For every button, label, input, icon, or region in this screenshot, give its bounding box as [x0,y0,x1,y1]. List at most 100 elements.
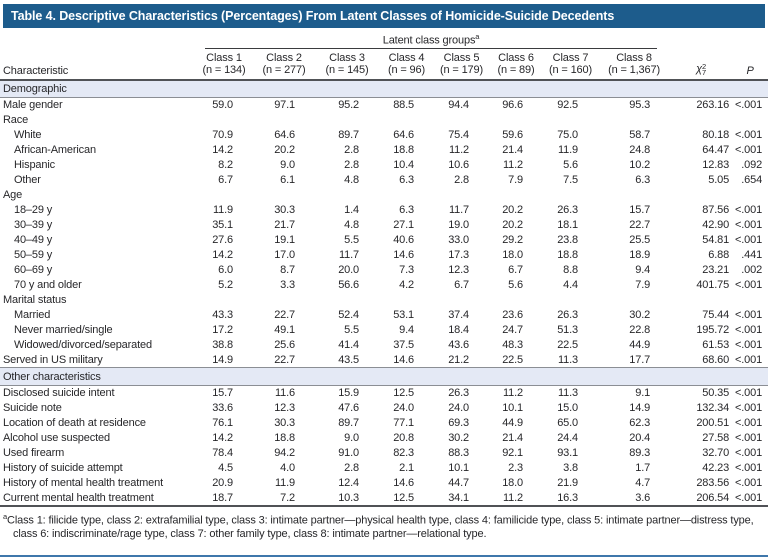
class-value-cell: 2.8 [454,174,469,187]
spanner-label: Latent class groups [382,34,476,47]
class-value-cell: 24.4 [557,432,578,445]
class-value-cell: 25.6 [274,339,295,352]
row-label: 60–69 y [14,264,53,277]
class-value-cell: 8.8 [563,264,578,277]
class-value-cell: 11.9 [213,204,233,217]
class-value-cell: 6.3 [399,174,414,187]
footnote-marker: a [3,511,8,521]
class-value-cell: 88.5 [393,99,414,112]
class-value-cell: 9.4 [399,324,414,337]
class-value-cell: 9.0 [344,432,359,445]
class-value-cell: 11.2 [503,387,523,400]
class-value-cell: 21.7 [274,219,295,232]
class-value-cell: 14.6 [393,353,414,366]
p-value-cell: .092 [741,159,763,172]
spanner-spacer [732,32,768,49]
class-value-cell: 15.7 [629,204,651,217]
chi-square-value-cell: 6.88 [708,249,730,262]
p-value-cell: <.001 [734,447,763,460]
class-value-cell: 96.6 [502,99,523,112]
class-value-cell: 40.6 [393,234,414,247]
class-value-cell: 75.4 [448,129,469,142]
class-value-cell: 5.5 [344,324,359,337]
class-value-cell [195,293,253,308]
class-value-cell: 34.1 [434,490,489,507]
class-value-cell: 59.0 [212,99,233,112]
class-value-cell: 27.1 [393,219,414,232]
class-value-cell [543,293,598,308]
table-row: Widowed/divorced/separated 38.8 25.6 41.4 37… [0,338,768,353]
class-value-cell: 2.3 [508,462,523,475]
chi-square-value-cell: 80.18 [702,129,730,142]
class-value-cell: 5.6 [563,159,578,172]
class-value-cell: 6.7 [508,264,523,277]
class-value-cell: 51.3 [557,324,578,337]
class-value-cell: 26.3 [557,204,578,217]
class-value-cell: 1.4 [344,204,359,217]
class-column-header: Class 1 (n = 134) [195,48,253,81]
class-value-cell: 53.1 [393,309,414,322]
class-value-cell: 41.4 [338,339,359,352]
class-value-cell: 77.1 [393,417,414,430]
class-value-cell: 10.1 [502,402,523,415]
class-value-cell: 20.9 [212,477,233,490]
row-label: Served in US military [3,353,103,366]
class-value-cell: 4.4 [563,279,578,292]
footnote-text: Class 1: filicide type, class 2: extrafa… [7,514,754,540]
class-value-cell: 2.8 [344,462,359,475]
class-value-cell: 94.4 [448,99,469,112]
class-value-cell: 62.3 [629,417,651,430]
class-value-cell: 6.3 [399,204,414,217]
class-value-cell: 11.7 [449,204,469,217]
class-value-cell: 70.9 [212,129,233,142]
class-value-cell: 2.8 [344,144,359,157]
class-value-cell: 12.3 [274,402,295,415]
table-row: Alcohol use suspected 14.2 18.8 9.0 20.8 30.2… [0,431,768,446]
class-value-cell [489,188,543,203]
class-value-cell [315,188,379,203]
class-value-cell: 20.2 [502,204,523,217]
class-value-cell: 6.0 [218,264,233,277]
class-value-cell: 18.8 [557,249,578,262]
class-value-cell: 4.8 [344,174,359,187]
class-value-cell [434,293,489,308]
section-header-label: Demographic [0,79,768,99]
class-value-cell: 76.1 [212,417,233,430]
class-value-cell: 37.5 [393,339,414,352]
class-value-cell: 22.7 [274,309,295,322]
class-value-cell: 92.5 [557,99,578,112]
table-row: Used firearm 78.4 94.2 91.0 82.3 88.3 92.1 93.1… [0,446,768,461]
class-value-cell: 18.0 [502,249,523,262]
class-value-cell: 26.3 [448,387,469,400]
class-value-cell: 33.0 [448,234,469,247]
class-value-cell: 91.0 [338,447,359,460]
class-value-cell: 3.3 [280,279,295,292]
class-value-cell [315,113,379,128]
class-value-cell: 11.7 [339,249,359,262]
class-value-cell: 7.2 [253,490,315,507]
class-value-cell: 49.1 [274,324,295,337]
section-header-label: Other characteristics [0,367,768,387]
chi-square-value-cell: 27.58 [702,432,730,445]
row-label: Age [3,189,23,202]
row-label: Used firearm [3,447,65,460]
class-value-cell: 14.2 [212,144,233,157]
chi-square-value-cell: 32.70 [702,447,730,460]
class-value-cell: 23.8 [557,234,578,247]
class-value-cell: 29.2 [502,234,523,247]
class-value-cell: 94.2 [274,447,295,460]
class-value-cell [315,293,379,308]
class-value-cell: 3.8 [563,462,578,475]
chi-symbol: χ [696,63,702,76]
class-column-header: Class 2 (n = 277) [253,48,315,81]
class-value-cell: 9.1 [635,387,651,400]
chi-square-value-cell: 12.83 [702,159,730,172]
class-value-cell: 82.3 [393,447,414,460]
row-label: History of mental health treatment [3,477,163,490]
class-value-cell: 6.3 [635,174,651,187]
class-value-cell: 64.6 [274,129,295,142]
class-value-cell: 10.3 [315,490,379,507]
class-value-cell: 6.7 [454,279,469,292]
p-value-cell: <.001 [734,324,763,337]
class-value-cell: 37.4 [448,309,469,322]
